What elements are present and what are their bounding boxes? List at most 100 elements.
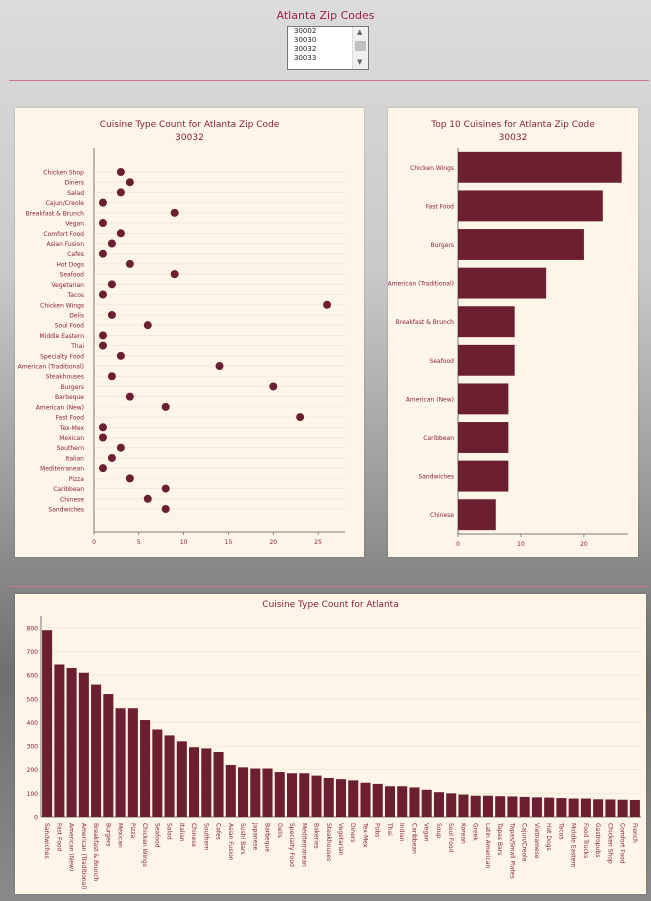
bar [115, 708, 126, 817]
bar [287, 773, 298, 817]
bar [274, 772, 285, 817]
y-tick-label: Tex-Mex [59, 425, 85, 432]
data-point [125, 259, 134, 268]
x-tick-label: Sandwiches [43, 823, 50, 859]
data-point [98, 433, 107, 442]
y-tick-label: Comfort Food [43, 231, 84, 238]
x-tick-label: Gastropubs [594, 823, 601, 857]
x-tick-label: Tex-Mex [361, 822, 368, 848]
chart-title: Cuisine Type Count for Atlanta Zip Code [99, 120, 280, 130]
y-tick-label: Burgers [61, 384, 84, 391]
zip-code-listbox[interactable]: 30002 30030 30032 30033 ▲ ▼ [287, 26, 369, 70]
data-point [107, 280, 116, 289]
x-tick-label: Seafood [153, 823, 160, 848]
bar [42, 630, 53, 817]
scroll-thumb[interactable] [355, 41, 366, 51]
data-point [107, 372, 116, 381]
zip-option[interactable]: 30033 [294, 54, 317, 62]
y-tick-label: Pizza [69, 476, 84, 483]
x-tick-label: Salad [166, 823, 173, 840]
y-tick-label: Seafood [430, 358, 455, 365]
x-tick-label: 10 [180, 539, 188, 546]
bar [617, 799, 628, 817]
y-tick-label: Seafood [60, 272, 85, 279]
bar [360, 782, 371, 817]
data-point [107, 453, 116, 462]
scroll-up-icon[interactable]: ▲ [357, 28, 363, 36]
y-tick-label: Cafes [67, 251, 84, 258]
y-tick-label: Chinese [60, 496, 84, 503]
y-tick-label: 600 [27, 673, 39, 680]
y-tick-label: Diners [65, 180, 84, 187]
x-tick-label: Fast Food [55, 823, 62, 852]
bar [384, 786, 395, 817]
x-tick-label: 20 [580, 541, 588, 548]
y-tick-label: Chicken Wings [410, 165, 454, 172]
bar [458, 306, 515, 338]
y-tick-label: Sandwiches [48, 507, 84, 514]
y-tick-label: Sandwiches [418, 474, 454, 481]
x-tick-label: Southern [202, 823, 209, 850]
y-tick-label: American (Traditional) [388, 281, 454, 288]
bar [213, 751, 224, 817]
bar [446, 793, 457, 817]
bar [299, 773, 310, 817]
bar [311, 775, 322, 817]
y-tick-label: Breakfast & Brunch [396, 319, 455, 326]
data-point [116, 168, 125, 176]
y-tick-label: Steakhouses [46, 374, 84, 381]
x-tick-label: Pubs [374, 823, 381, 837]
data-point [269, 382, 278, 391]
data-point [98, 423, 107, 432]
bar [470, 795, 481, 817]
x-tick-label: 25 [314, 539, 322, 546]
bar [544, 797, 555, 817]
listbox-scrollbar[interactable]: ▲ ▼ [352, 27, 368, 69]
bar [262, 768, 273, 817]
x-tick-label: Vegetarian [337, 823, 344, 856]
x-tick-label: Chicken Wings [141, 823, 148, 867]
chart-title: Top 10 Cuisines for Atlanta Zip Code [431, 120, 595, 130]
bar [397, 786, 408, 817]
y-tick-label: 300 [27, 744, 39, 751]
bar [78, 672, 89, 817]
bar [421, 789, 432, 817]
y-tick-label: Asian Fusion [47, 241, 85, 248]
zip-option[interactable]: 30032 [288, 45, 368, 54]
data-point [116, 443, 125, 452]
bar [189, 747, 200, 817]
y-tick-label: 700 [27, 649, 39, 656]
y-tick-label: Fast Food [426, 203, 455, 210]
data-point [170, 208, 179, 217]
zip-option[interactable]: 30002 [294, 27, 317, 35]
x-tick-label: Latin American [484, 823, 491, 868]
bar [605, 799, 616, 817]
data-point [143, 494, 152, 503]
top10-cuisine-chart-panel: Top 10 Cuisines for Atlanta Zip Code 300… [388, 108, 638, 557]
x-tick-label: Thai [386, 822, 393, 836]
bar [225, 764, 236, 817]
zip-option[interactable]: 30030 [294, 36, 317, 44]
bar [54, 664, 65, 817]
chart-title: Cuisine Type Count for Atlanta [262, 600, 399, 610]
bar [458, 460, 509, 492]
y-tick-label: 500 [27, 696, 39, 703]
bar [372, 783, 383, 817]
y-tick-label: Middle Eastern [39, 333, 84, 340]
y-tick-label: 800 [27, 625, 39, 632]
x-tick-label: Chinese [190, 823, 197, 847]
y-tick-label: Vegan [65, 221, 84, 228]
y-tick-label: Fast Food [56, 415, 85, 422]
divider [9, 80, 649, 81]
x-tick-label: Pizza [129, 823, 136, 838]
data-point [116, 188, 125, 197]
x-tick-label: American (New) [68, 823, 75, 871]
y-tick-label: 200 [27, 767, 39, 774]
y-tick-label: American (Traditional) [18, 364, 84, 371]
bar [409, 787, 420, 817]
bar [433, 792, 444, 817]
y-tick-label: Delis [69, 312, 84, 319]
x-tick-label: Cafes [215, 823, 222, 840]
scroll-down-icon[interactable]: ▼ [357, 58, 363, 66]
x-tick-label: Specialty Food [288, 823, 295, 867]
